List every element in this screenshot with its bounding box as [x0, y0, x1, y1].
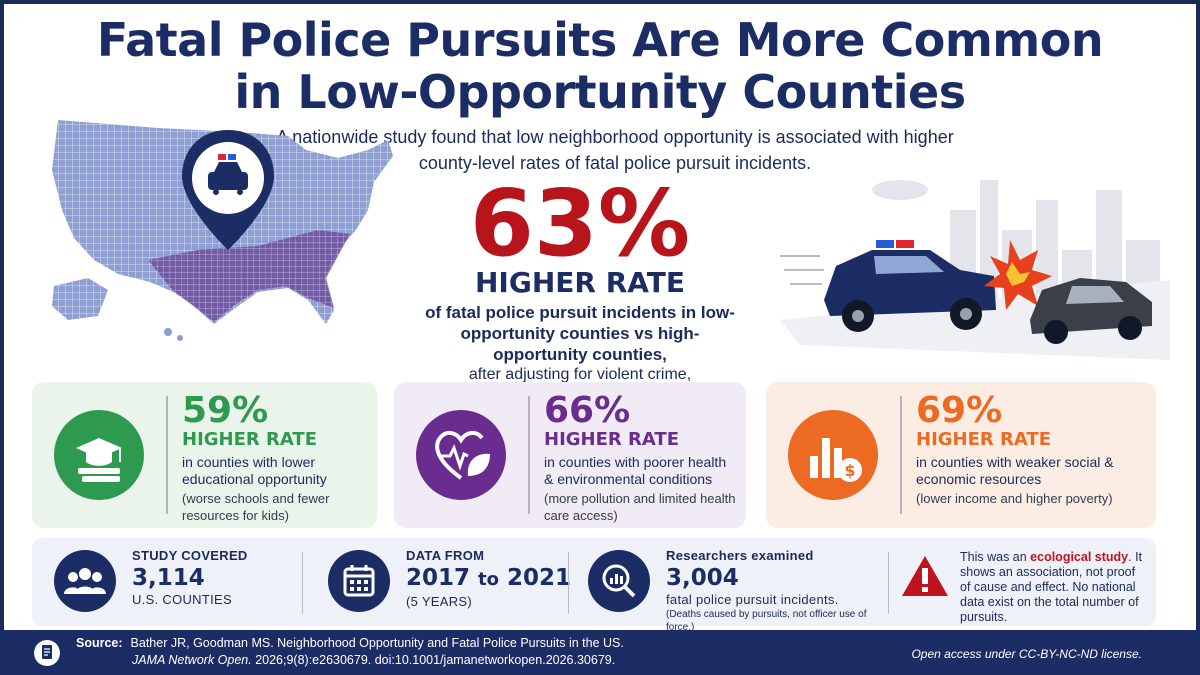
researchers-examined: Researchers examined 3,004 fatal police …	[588, 538, 888, 633]
data-range: DATA FROM 2017 to 2021 (5 YEARS)	[328, 538, 578, 626]
graduation-cap-books-icon	[54, 410, 144, 500]
warning-before: This was an	[960, 550, 1031, 564]
info-divider	[302, 552, 303, 614]
data-years: 2017 to 2021	[406, 564, 571, 594]
source-citation: Source: Bather JR, Goodman MS. Neighborho…	[76, 635, 624, 669]
hero-description: of fatal police pursuit incidents in low…	[425, 303, 735, 364]
card-percent: 69%	[916, 390, 1003, 431]
warning-after: . It shows an association, not proof of …	[960, 550, 1143, 624]
researchers-value: 3,004	[666, 565, 739, 591]
people-group-icon	[54, 550, 116, 612]
economic-stat-card: $ 69% HIGHER RATE in counties with weake…	[766, 382, 1156, 528]
crashed-car-icon	[1030, 278, 1152, 344]
researchers-sub: fatal police pursuit incidents.	[666, 592, 839, 607]
info-divider	[568, 552, 569, 614]
license-note: Open access under CC-BY-NC-ND license.	[911, 647, 1142, 661]
card-note: (worse schools and fewer resources for k…	[182, 491, 330, 523]
document-icon	[34, 640, 60, 666]
svg-text:$: $	[844, 461, 855, 480]
card-divider	[166, 396, 168, 514]
location-pin-icon	[182, 130, 274, 250]
card-divider	[528, 396, 530, 514]
citation-details: 2026;9(8):e2630679. doi:10.1001/jamanetw…	[251, 653, 616, 667]
card-note: (lower income and higher poverty)	[916, 491, 1113, 506]
researchers-note: (Deaths caused by pursuits, not officer …	[666, 609, 867, 633]
subtitle: A nationwide study found that low neighb…	[276, 127, 954, 173]
researchers-label: Researchers examined	[666, 548, 814, 563]
study-warning: This was an ecological study. It shows a…	[900, 538, 1150, 626]
card-percent: 59%	[182, 390, 269, 431]
police-car-icon	[824, 240, 996, 332]
study-info-strip: STUDY COVERED 3,114 U.S. COUNTIES DATA F…	[32, 538, 1156, 633]
magnifier-chart-icon	[588, 550, 650, 612]
card-note: (more pollution and limited health care …	[544, 491, 736, 523]
health-stat-card: 66% HIGHER RATE in counties with poorer …	[394, 382, 746, 528]
warning-triangle-icon	[902, 556, 948, 596]
data-to: 2021	[507, 565, 572, 591]
source-line-1: Bather JR, Goodman MS. Neighborhood Oppo…	[130, 636, 624, 650]
heart-leaf-icon	[416, 410, 506, 500]
study-label: STUDY COVERED	[132, 548, 248, 563]
warning-text: This was an ecological study. It shows a…	[960, 550, 1148, 625]
source-footer: Source: Bather JR, Goodman MS. Neighborho…	[0, 630, 1200, 675]
study-sub: U.S. COUNTIES	[132, 592, 232, 607]
card-percent: 66%	[544, 390, 631, 431]
warning-highlight: ecological study	[1030, 550, 1129, 564]
card-rate-label: HIGHER RATE	[182, 429, 317, 450]
data-to-word: to	[478, 569, 500, 590]
card-rate-label: HIGHER RATE	[916, 429, 1051, 450]
police-chase-illustration	[780, 180, 1170, 360]
crash-burst-icon	[984, 240, 1052, 310]
bar-chart-dollar-icon: $	[788, 410, 878, 500]
data-from: 2017	[406, 565, 471, 591]
journal-name: JAMA Network Open.	[132, 653, 252, 667]
us-county-map	[52, 120, 393, 341]
page-title: Fatal Police Pursuits Are More Common in…	[0, 14, 1200, 118]
study-coverage: STUDY COVERED 3,114 U.S. COUNTIES	[54, 538, 304, 626]
card-description: in counties with poorer health & environ…	[544, 454, 727, 487]
title-line-1: Fatal Police Pursuits Are More Common	[96, 13, 1104, 67]
card-divider	[900, 396, 902, 514]
study-value: 3,114	[132, 565, 205, 591]
card-rate-label: HIGHER RATE	[544, 429, 679, 450]
calendar-icon	[328, 550, 390, 612]
hero-label: HIGHER RATE	[475, 266, 685, 299]
hero-percent: 63%	[469, 170, 691, 277]
data-sub: (5 YEARS)	[406, 594, 473, 609]
education-stat-card: 59% HIGHER RATE in counties with lower e…	[32, 382, 377, 528]
hero-stat: 63% HIGHER RATE of fatal police pursuit …	[420, 170, 740, 405]
source-label: Source:	[76, 636, 123, 650]
card-description: in counties with weaker social & economi…	[916, 454, 1114, 487]
data-label: DATA FROM	[406, 548, 485, 563]
title-line-2: in Low-Opportunity Counties	[234, 65, 966, 119]
info-divider	[888, 552, 889, 614]
card-description: in counties with lower educational oppor…	[182, 454, 327, 487]
